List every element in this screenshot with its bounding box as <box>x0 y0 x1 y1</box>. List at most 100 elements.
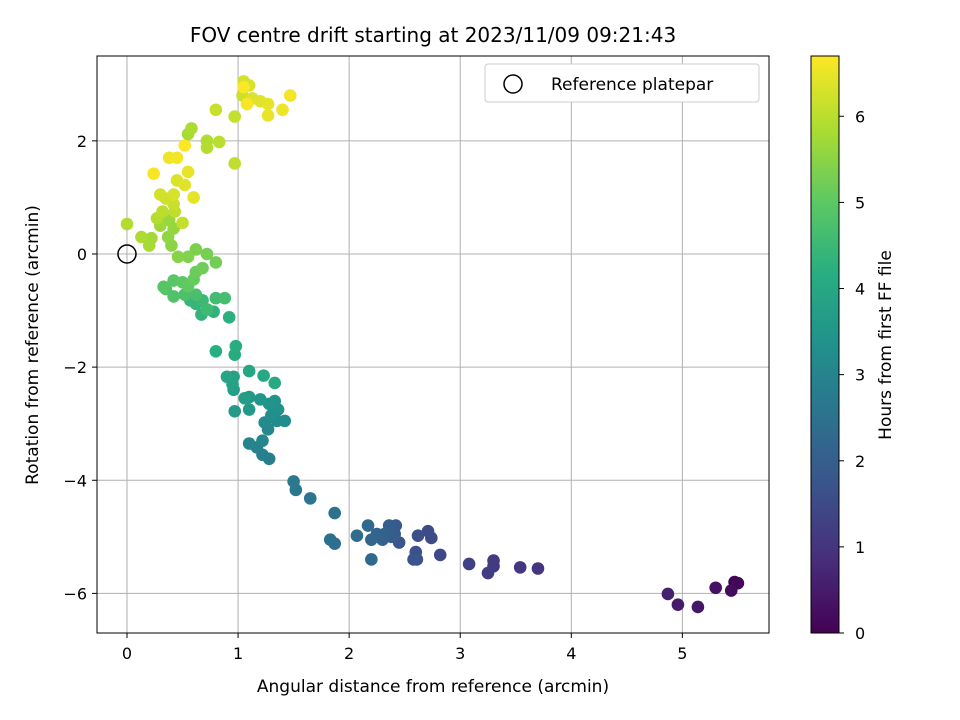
colorbar-tick-label: 1 <box>855 538 865 557</box>
data-point <box>170 151 184 165</box>
data-point <box>365 553 378 566</box>
x-tick-label: 5 <box>677 644 687 663</box>
data-point <box>323 533 337 546</box>
colorbar: 0 1 2 3 4 5 6 Hours from first FF file <box>810 55 896 643</box>
data-point <box>283 89 297 102</box>
data-point <box>303 492 317 505</box>
data-point <box>421 524 435 538</box>
data-point <box>709 581 722 595</box>
data-point <box>724 584 738 597</box>
data-point <box>212 135 226 149</box>
x-tick-label: 0 <box>122 644 132 663</box>
data-point <box>228 404 242 418</box>
data-point <box>278 414 292 428</box>
data-point <box>462 557 476 571</box>
data-point <box>218 291 232 305</box>
data-point <box>171 250 185 264</box>
data-point <box>237 80 250 94</box>
colorbar-tick-label: 4 <box>855 280 865 299</box>
data-point <box>209 103 223 117</box>
x-axis-ticks: 0 1 2 3 4 5 <box>122 633 687 663</box>
data-point <box>181 165 195 179</box>
data-point <box>238 391 252 405</box>
data-point <box>157 280 170 294</box>
y-axis-ticks: −6 −4 −2 0 2 <box>63 132 97 603</box>
grid-lines <box>97 56 769 633</box>
data-point <box>661 587 675 601</box>
data-point <box>287 475 300 488</box>
data-point <box>178 139 192 152</box>
colorbar-tick-label: 0 <box>855 624 865 643</box>
data-point <box>350 529 364 543</box>
data-point <box>242 437 256 450</box>
colorbar-tick-label: 2 <box>855 452 865 471</box>
data-point <box>242 364 256 378</box>
data-point <box>487 554 500 567</box>
data-point <box>229 339 243 353</box>
data-point <box>671 598 685 612</box>
colorbar-tick-label: 5 <box>855 193 865 212</box>
data-point <box>167 188 180 201</box>
data-point <box>187 191 200 204</box>
data-point <box>200 303 214 316</box>
data-point <box>257 369 270 382</box>
chart-title: FOV centre drift starting at 2023/11/09 … <box>190 23 676 47</box>
colorbar-tick-label: 6 <box>855 107 865 126</box>
data-point <box>220 370 234 384</box>
data-point <box>209 291 223 305</box>
data-point <box>181 250 195 264</box>
data-point <box>411 529 425 543</box>
data-point <box>261 97 275 111</box>
data-point <box>196 261 209 275</box>
legend-entry-label: Reference platepar <box>551 75 713 95</box>
data-point <box>513 561 527 574</box>
data-point <box>135 230 148 244</box>
data-point <box>228 157 242 170</box>
colorbar-label: Hours from first FF file <box>876 250 896 440</box>
data-point <box>156 205 169 218</box>
data-point <box>268 376 282 390</box>
data-point <box>154 188 167 201</box>
y-tick-label: −4 <box>63 471 87 490</box>
data-point <box>142 239 156 252</box>
data-point <box>242 403 256 416</box>
data-point <box>209 256 223 269</box>
data-point <box>120 217 134 231</box>
data-point <box>481 566 495 580</box>
legend: Reference platepar <box>484 63 760 103</box>
y-tick-label: −6 <box>63 584 87 603</box>
data-point <box>328 506 341 520</box>
data-point <box>200 247 214 261</box>
reference-marker-layer <box>117 244 137 264</box>
data-point <box>433 548 447 562</box>
data-point <box>240 97 254 111</box>
data-point <box>365 533 378 546</box>
plot-area-frame <box>96 55 770 634</box>
data-point <box>691 600 705 614</box>
data-point <box>189 288 203 302</box>
data-point <box>276 103 289 117</box>
data-point <box>147 167 160 180</box>
x-tick-label: 4 <box>566 644 576 663</box>
y-axis-label: Rotation from reference (arcmin) <box>23 205 43 485</box>
legend-box <box>484 63 760 103</box>
legend-marker-icon <box>503 74 523 94</box>
data-point <box>228 110 242 123</box>
data-point <box>200 141 214 154</box>
x-axis-label: Angular distance from reference (arcmin) <box>257 677 609 697</box>
y-tick-label: 2 <box>77 132 87 151</box>
x-tick-label: 1 <box>233 644 243 663</box>
data-point <box>256 434 269 447</box>
data-point <box>222 311 236 324</box>
data-point <box>407 553 420 566</box>
x-tick-label: 2 <box>344 644 354 663</box>
colorbar-tick-label: 3 <box>855 366 865 385</box>
colorbar-ticks: 0 1 2 3 4 5 6 <box>839 107 865 643</box>
data-point <box>185 122 198 135</box>
y-tick-label: 0 <box>77 245 87 264</box>
colorbar-gradient <box>810 55 840 634</box>
data-point <box>361 519 375 532</box>
reference-marker-icon <box>117 244 137 264</box>
x-tick-label: 3 <box>455 644 465 663</box>
